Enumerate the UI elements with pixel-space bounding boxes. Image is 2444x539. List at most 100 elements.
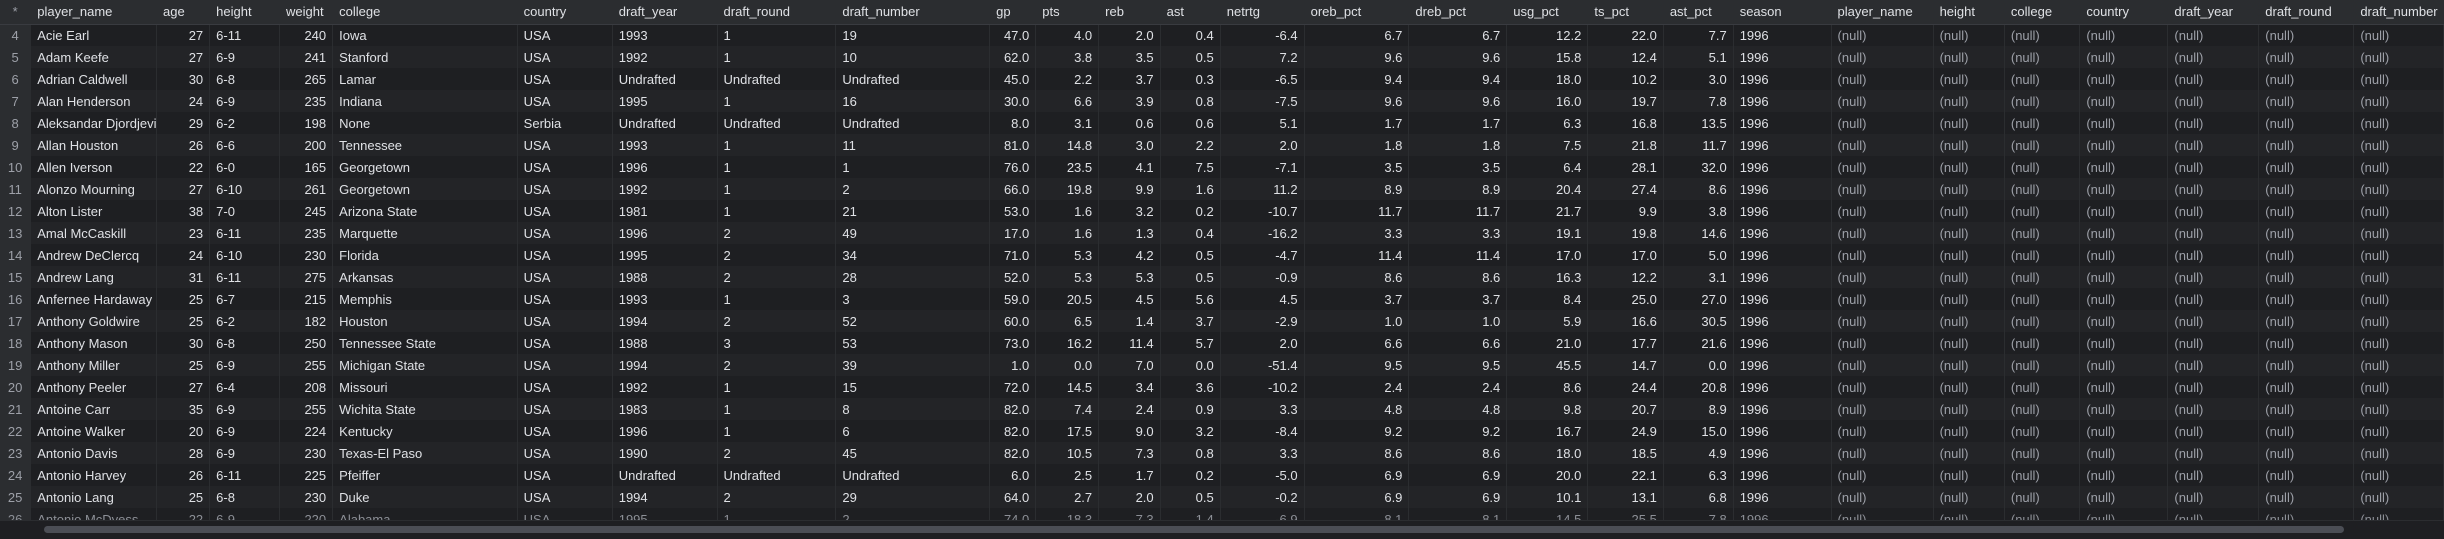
cell-netrtg[interactable]: 7.2 xyxy=(1220,46,1305,68)
cell-draft-number[interactable]: 29 xyxy=(835,486,991,508)
cell-draft-number[interactable]: Undrafted xyxy=(835,464,991,486)
column-header-ast[interactable]: ast xyxy=(1160,0,1221,25)
cell-oreb-pct[interactable]: 1.0 xyxy=(1304,310,1410,332)
cell-ast-pct[interactable]: 30.5 xyxy=(1663,310,1734,332)
cell-dreb-pct[interactable]: 8.6 xyxy=(1408,266,1508,288)
cell-ast[interactable]: 0.5 xyxy=(1160,486,1221,508)
cell-draft-year[interactable]: 1983 xyxy=(612,398,718,420)
cell-reb[interactable]: 4.2 xyxy=(1098,244,1161,266)
cell-player-name[interactable]: Anfernee Hardaway xyxy=(30,288,158,310)
cell-draft-round[interactable]: (null) xyxy=(2258,68,2355,90)
cell-usg-pct[interactable]: 5.9 xyxy=(1506,310,1589,332)
cell-college[interactable]: (null) xyxy=(2004,332,2081,354)
cell-height[interactable]: (null) xyxy=(1933,420,2005,442)
cell-college[interactable]: Marquette xyxy=(332,222,518,244)
cell-age[interactable]: 22 xyxy=(156,508,211,520)
cell-draft-number[interactable]: 2 xyxy=(835,178,991,200)
cell-netrtg[interactable]: 4.5 xyxy=(1220,288,1305,310)
cell-ts-pct[interactable]: 28.1 xyxy=(1587,156,1664,178)
cell-age[interactable]: 25 xyxy=(156,354,211,376)
cell-usg-pct[interactable]: 6.3 xyxy=(1506,112,1589,134)
cell-ts-pct[interactable]: 19.7 xyxy=(1587,90,1664,112)
cell-gp[interactable]: 53.0 xyxy=(989,200,1037,222)
cell-pts[interactable]: 6.6 xyxy=(1035,90,1100,112)
row-number[interactable]: 13 xyxy=(0,222,32,244)
cell-ast-pct[interactable]: 3.0 xyxy=(1663,68,1734,90)
cell-gp[interactable]: 82.0 xyxy=(989,442,1037,464)
cell-draft-year[interactable]: (null) xyxy=(2167,508,2260,520)
cell-draft-number[interactable]: (null) xyxy=(2353,134,2444,156)
cell-reb[interactable]: 1.4 xyxy=(1098,310,1161,332)
cell-draft-number[interactable]: 28 xyxy=(835,266,991,288)
cell-country[interactable]: (null) xyxy=(2079,222,2169,244)
cell-weight[interactable]: 230 xyxy=(279,244,334,266)
table-row[interactable]: 8 Aleksandar Djordjevic 29 6-2 198 None Serbia… xyxy=(0,112,2444,134)
cell-college[interactable]: (null) xyxy=(2004,134,2081,156)
cell-height[interactable]: (null) xyxy=(1933,354,2005,376)
cell-age[interactable]: 25 xyxy=(156,288,211,310)
cell-pts[interactable]: 23.5 xyxy=(1035,156,1100,178)
cell-draft-year[interactable]: (null) xyxy=(2167,464,2260,486)
column-header-player-name[interactable]: player_name xyxy=(30,0,158,25)
cell-netrtg[interactable]: -6.4 xyxy=(1220,24,1305,46)
column-header-age[interactable]: age xyxy=(156,0,211,25)
cell-age[interactable]: 38 xyxy=(156,200,211,222)
cell-oreb-pct[interactable]: 11.4 xyxy=(1304,244,1410,266)
cell-reb[interactable]: 1.3 xyxy=(1098,222,1161,244)
cell-ts-pct[interactable]: 22.1 xyxy=(1587,464,1664,486)
cell-age[interactable]: 27 xyxy=(156,376,211,398)
cell-pts[interactable]: 17.5 xyxy=(1035,420,1100,442)
cell-height[interactable]: (null) xyxy=(1933,134,2005,156)
cell-player-name[interactable]: (null) xyxy=(1831,266,1934,288)
table-row[interactable]: 14 Andrew DeClercq 24 6-10 230 Florida USA 1995… xyxy=(0,244,2444,266)
cell-draft-year[interactable]: 1994 xyxy=(612,486,718,508)
cell-country[interactable]: USA xyxy=(517,486,613,508)
cell-dreb-pct[interactable]: 3.7 xyxy=(1408,288,1508,310)
cell-oreb-pct[interactable]: 6.7 xyxy=(1304,24,1410,46)
cell-ast[interactable]: 1.6 xyxy=(1160,178,1221,200)
cell-draft-round[interactable]: 1 xyxy=(717,156,837,178)
cell-player-name[interactable]: (null) xyxy=(1831,134,1934,156)
cell-player-name[interactable]: Alonzo Mourning xyxy=(30,178,158,200)
cell-usg-pct[interactable]: 21.0 xyxy=(1506,332,1589,354)
cell-dreb-pct[interactable]: 9.5 xyxy=(1408,354,1508,376)
cell-college[interactable]: Georgetown xyxy=(332,178,518,200)
cell-usg-pct[interactable]: 7.5 xyxy=(1506,134,1589,156)
cell-draft-number[interactable]: 49 xyxy=(835,222,991,244)
cell-college[interactable]: Tennessee State xyxy=(332,332,518,354)
cell-season[interactable]: 1996 xyxy=(1733,398,1832,420)
cell-pts[interactable]: 14.5 xyxy=(1035,376,1100,398)
cell-draft-year[interactable]: (null) xyxy=(2167,398,2260,420)
cell-draft-round[interactable]: Undrafted xyxy=(717,112,837,134)
cell-draft-year[interactable]: (null) xyxy=(2167,156,2260,178)
cell-draft-number[interactable]: Undrafted xyxy=(835,68,991,90)
cell-height[interactable]: 6-9 xyxy=(209,354,281,376)
cell-draft-year[interactable]: 1996 xyxy=(612,156,718,178)
cell-college[interactable]: (null) xyxy=(2004,288,2081,310)
cell-draft-round[interactable]: (null) xyxy=(2258,46,2355,68)
cell-season[interactable]: 1996 xyxy=(1733,310,1832,332)
cell-height[interactable]: (null) xyxy=(1933,222,2005,244)
cell-draft-round[interactable]: 2 xyxy=(717,486,837,508)
cell-draft-round[interactable]: 1 xyxy=(717,134,837,156)
cell-oreb-pct[interactable]: 8.6 xyxy=(1304,442,1410,464)
cell-ast[interactable]: 0.6 xyxy=(1160,112,1221,134)
cell-draft-round[interactable]: 1 xyxy=(717,420,837,442)
cell-netrtg[interactable]: 11.2 xyxy=(1220,178,1305,200)
cell-reb[interactable]: 3.5 xyxy=(1098,46,1161,68)
cell-usg-pct[interactable]: 16.0 xyxy=(1506,90,1589,112)
cell-draft-year[interactable]: 1996 xyxy=(612,420,718,442)
cell-weight[interactable]: 198 xyxy=(279,112,334,134)
cell-draft-year[interactable]: 1993 xyxy=(612,134,718,156)
cell-pts[interactable]: 5.3 xyxy=(1035,266,1100,288)
row-number[interactable]: 5 xyxy=(0,46,32,68)
cell-country[interactable]: USA xyxy=(517,200,613,222)
cell-player-name[interactable]: Adam Keefe xyxy=(30,46,158,68)
cell-pts[interactable]: 4.0 xyxy=(1035,24,1100,46)
cell-oreb-pct[interactable]: 6.6 xyxy=(1304,332,1410,354)
cell-country[interactable]: (null) xyxy=(2079,354,2169,376)
cell-country[interactable]: USA xyxy=(517,244,613,266)
cell-draft-round[interactable]: (null) xyxy=(2258,332,2355,354)
cell-ast[interactable]: 0.8 xyxy=(1160,90,1221,112)
cell-ts-pct[interactable]: 17.7 xyxy=(1587,332,1664,354)
